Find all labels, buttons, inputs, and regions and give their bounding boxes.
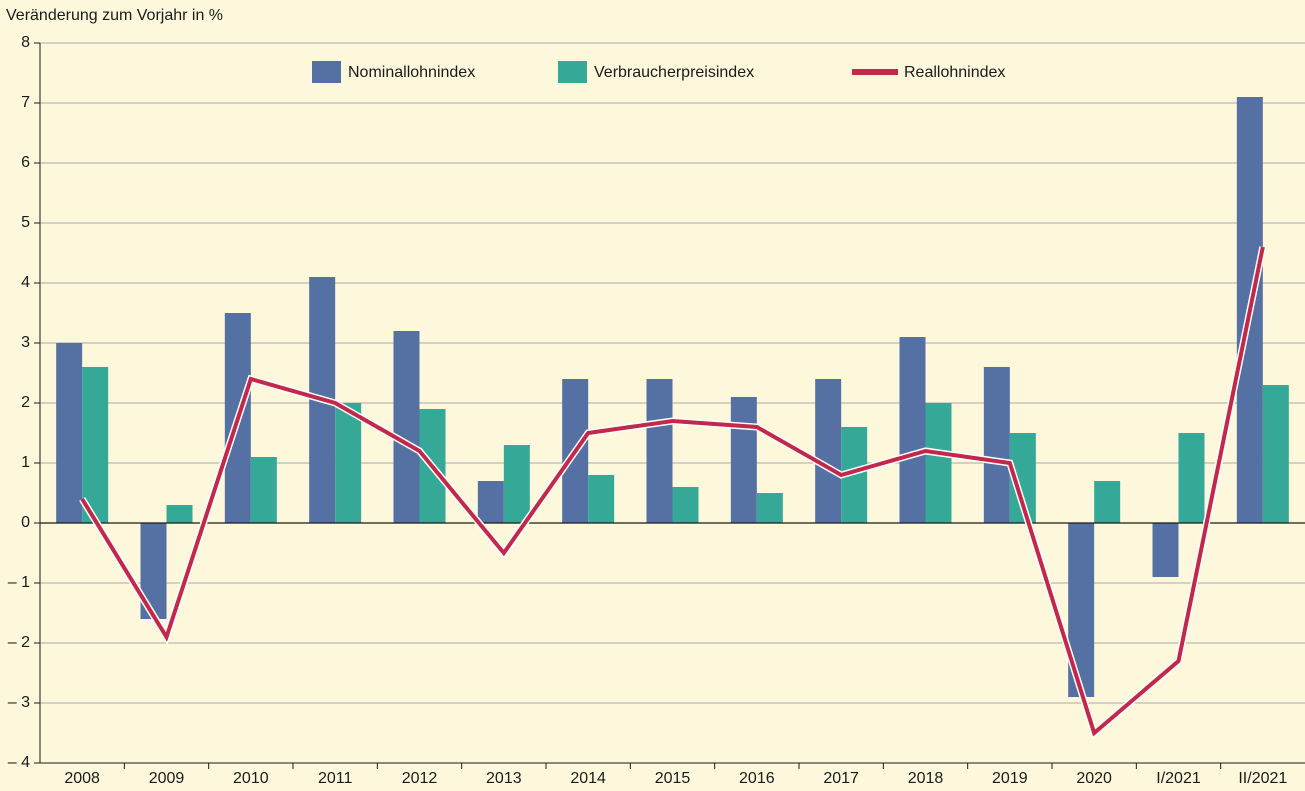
x-tick-label: 2019 [992,770,1028,787]
bar [82,367,109,523]
x-tick-label: 2014 [570,770,606,787]
bar [56,343,83,523]
x-tick-label: II/2021 [1238,770,1287,787]
x-tick-label: 2018 [908,770,944,787]
legend-label: Verbraucherpreisindex [594,64,754,81]
y-tick-label: 6 [21,154,30,171]
bar [983,367,1010,523]
y-tick-label: 5 [21,214,30,231]
x-tick-label: 2020 [1076,770,1112,787]
bar [166,505,193,523]
x-tick-label: 2013 [486,770,522,787]
y-tick-label: 1 [21,454,30,471]
y-tick-label: 0 [21,514,30,531]
bar [899,337,926,523]
x-tick-label: 2011 [318,770,353,787]
y-tick-label: – 3 [8,694,30,711]
x-tick-label: 2009 [149,770,185,787]
bar [925,403,952,523]
legend-label: Nominallohnindex [348,64,475,81]
y-tick-label: 3 [21,334,30,351]
bar [588,475,615,523]
bar [1178,433,1205,523]
bar [393,331,420,523]
x-tick-label: 2012 [402,770,438,787]
bar [646,379,673,523]
legend-swatch [312,61,341,83]
line [80,246,1265,737]
y-tick-label: – 4 [8,754,30,771]
y-tick-label: – 2 [8,634,30,651]
y-tick-label: 8 [21,34,30,51]
bar [672,487,699,523]
bar [503,445,530,523]
x-tick-label: 2017 [823,770,859,787]
bar [1262,385,1289,523]
y-tick-label: 2 [21,394,30,411]
bar [477,481,504,523]
bar [1152,523,1179,577]
legend-swatch [558,61,587,83]
legend-label: Reallohnindex [904,64,1005,81]
bar [815,379,842,523]
x-tick-label: 2008 [64,770,100,787]
bar [335,403,362,523]
bar [756,493,783,523]
bar [1094,481,1121,523]
x-tick-label: 2016 [739,770,775,787]
x-tick-label: 2010 [233,770,269,787]
y-tick-label: 4 [21,274,30,291]
bar [250,457,277,523]
bar [730,397,757,523]
y-tick-label: 7 [21,94,30,111]
x-tick-label: 2015 [655,770,691,787]
y-tick-label: – 1 [8,574,30,591]
x-tick-label: I/2021 [1156,770,1201,787]
legend-swatch [852,69,898,75]
y-axis-label: Veränderung zum Vorjahr in % [6,7,223,24]
